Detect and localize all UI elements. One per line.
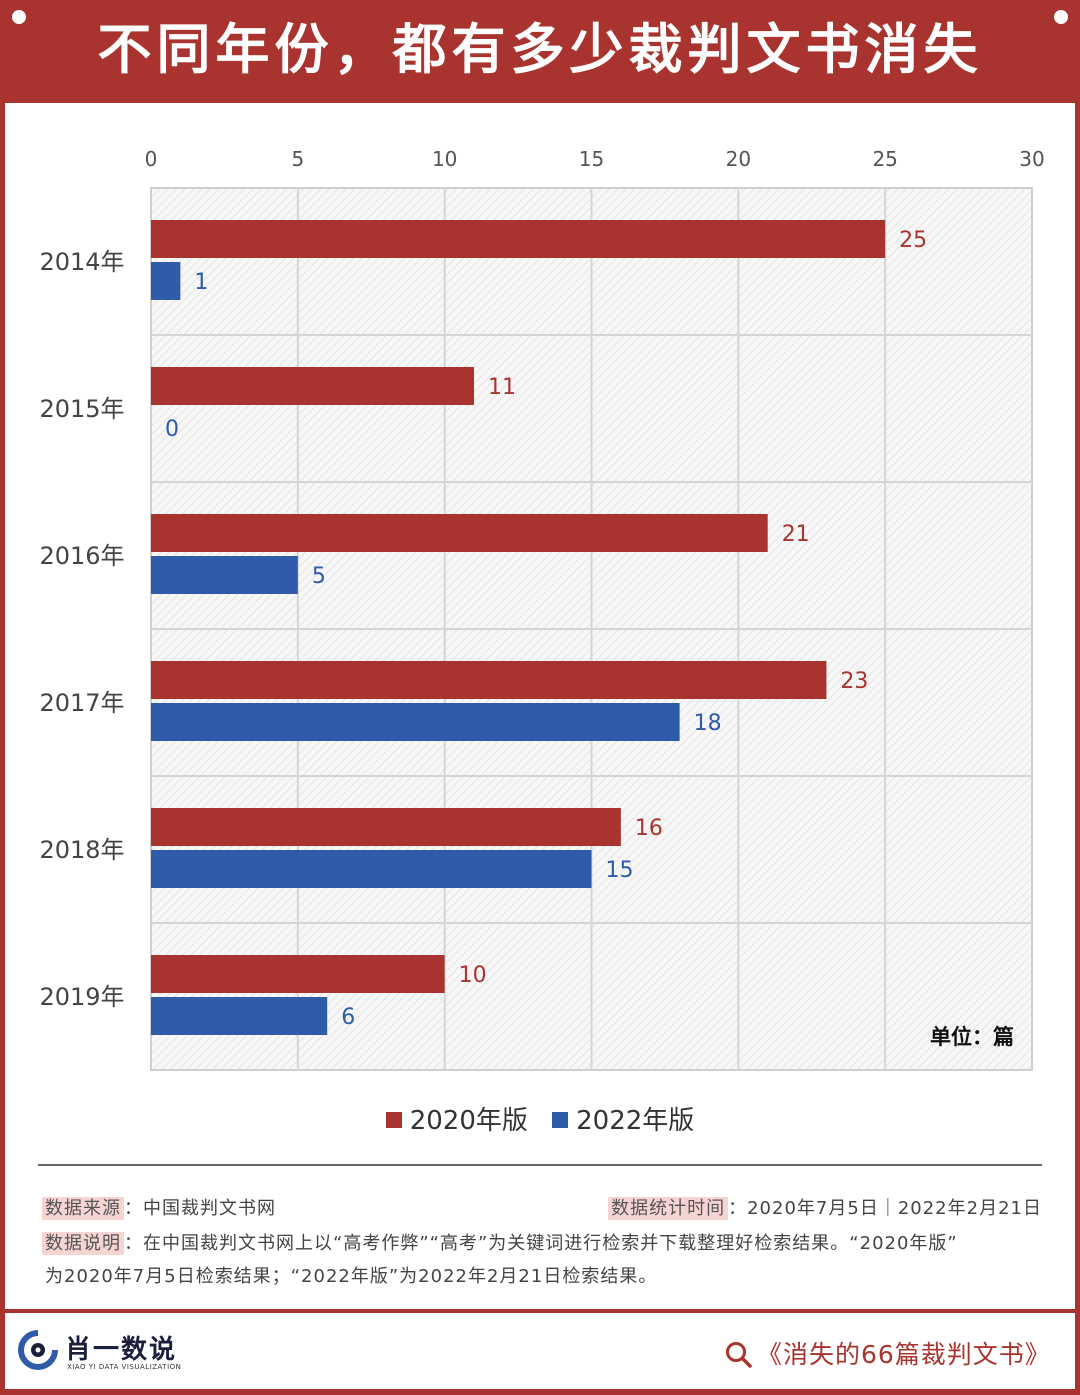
logo-text: 肖一数说 [65,1335,178,1365]
y-category-label: 2019年 [39,983,124,1011]
bar-2022 [151,997,328,1035]
bar-chart: 0 5 10 15 20 25 30 2014年2015年2016年2017年2018年20… [39,147,1045,1071]
unit-label: 单位：篇 [930,1025,1014,1049]
bar-2020 [151,220,886,258]
legend-item-2022: 2022年版 [552,1100,694,1137]
search-icon [726,1342,752,1368]
bar-2022 [151,850,592,888]
data-label-2022: 18 [694,711,722,736]
x-axis-ticks: 0 5 10 15 20 25 30 [145,147,1045,171]
source-label: 数据来源 [42,1197,124,1220]
x-tick-label: 15 [579,147,604,171]
y-category-label: 2016年 [39,542,124,570]
data-label-2022: 15 [606,858,634,883]
y-axis-categories: 2014年 2015年 2016年 2017年 2018年 2019年 [39,248,124,1011]
x-tick-label: 0 [145,147,158,171]
data-label-2022: 6 [341,1005,355,1030]
stat-time-note: 数据统计时间 ：2020年7月5日｜2022年2月21日 [608,1197,1042,1221]
legend-label-2020: 2020年版 [409,1106,528,1136]
xiaoyi-logo-icon [18,1330,58,1370]
footer: 肖一数说 XIAO YI DATA VISUALIZATION 《消失的66篇裁… [5,1313,1075,1389]
legend-swatch-2020 [385,1112,402,1128]
description-note: 数据说明 ：在中国裁判文书网上以“高考作弊”“高考”为关键词进行检索并下载整理好检… [42,1232,958,1256]
stat-time-label: 数据统计时间 [608,1197,729,1220]
data-label-2020: 11 [488,375,516,400]
data-label-2020: 21 [782,522,810,547]
corner-dot-left [12,10,26,24]
book-title: 《消失的66篇裁判文书》 [757,1340,1051,1369]
x-tick-label: 25 [872,147,897,171]
legend-label-2022: 2022年版 [576,1106,695,1136]
description-line-2: 为2020年7月5日检索结果；“2022年版”为2022年2月21日检索结果。 [45,1266,658,1287]
source-value: ：中国裁判文书网 [124,1198,276,1219]
data-label-2020: 10 [459,963,487,988]
page-title: 不同年份，都有多少裁判文书消失 [97,18,983,81]
bar-2020 [151,367,475,405]
y-category-label: 2017年 [39,689,124,717]
divider [38,1164,1042,1166]
y-category-label: 2014年 [39,248,124,276]
grid-lines [151,188,1032,1070]
data-label-2022: 5 [312,564,326,589]
description-line-1: ：在中国裁判文书网上以“高考作弊”“高考”为关键词进行检索并下载整理好检索结果。… [124,1233,958,1254]
bar-2022 [151,703,680,741]
data-label-2020: 25 [899,228,927,253]
description-label: 数据说明 [42,1232,124,1255]
x-tick-label: 20 [726,147,751,171]
data-label-2022: 0 [165,417,179,442]
source-note: 数据来源 ：中国裁判文书网 [42,1197,276,1221]
title-bar: 不同年份，都有多少裁判文书消失 [0,0,1080,103]
bar-2022 [151,262,181,300]
bar-2020 [151,661,827,699]
x-tick-label: 5 [291,147,304,171]
bar-2020 [151,808,621,846]
legend-item-2020: 2020年版 [385,1100,528,1137]
corner-dot-right [1054,10,1068,24]
y-category-label: 2015年 [39,395,124,423]
stat-time-value: ：2020年7月5日｜2022年2月21日 [728,1198,1042,1219]
logo-subtitle: XIAO YI DATA VISUALIZATION [67,1363,182,1371]
y-category-label: 2018年 [39,836,124,864]
x-tick-label: 10 [432,147,457,171]
data-label-2020: 16 [635,816,663,841]
bar-2020 [151,514,768,552]
data-label-2022: 1 [194,270,208,295]
x-tick-label: 30 [1019,147,1044,171]
bar-2022 [151,556,298,594]
legend: 2020年版 2022年版 [0,1100,1080,1137]
bar-2020 [151,955,445,993]
data-label-2020: 23 [840,669,868,694]
legend-swatch-2022 [552,1112,569,1128]
